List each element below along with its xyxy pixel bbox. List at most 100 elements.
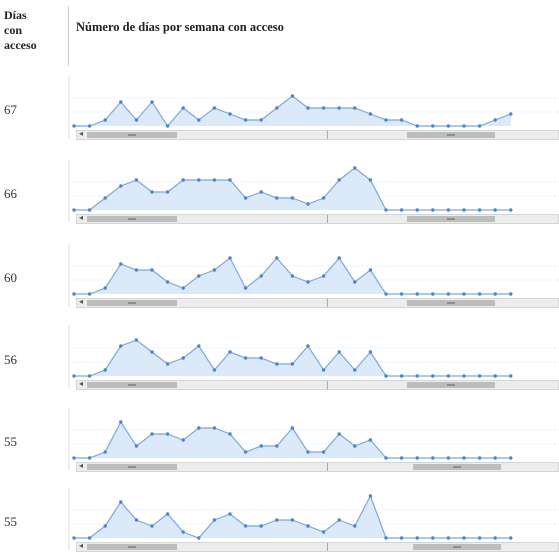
data-point-week-10: [212, 106, 217, 110]
data-point-week-13: [259, 118, 263, 122]
data-point-week-6: [150, 100, 154, 104]
data-point-week-15: [290, 362, 295, 366]
chart-column-title: Número de días por semana con acceso: [76, 20, 284, 34]
scrollbar-divider: [327, 131, 328, 139]
data-point-week-11: [228, 432, 232, 436]
data-point-week-11: [228, 178, 232, 182]
data-point-week-6: [150, 524, 154, 528]
data-point-week-11: [228, 256, 232, 260]
data-point-week-14: [275, 362, 279, 366]
grip-icon: [453, 466, 461, 468]
data-point-week-5: [134, 118, 139, 122]
data-point-week-27: [477, 536, 482, 540]
scroll-left-icon[interactable]: ◂: [79, 213, 84, 222]
scrollbar-thumb[interactable]: [407, 382, 495, 388]
data-point-week-17: [321, 368, 326, 372]
horizontal-scrollbar[interactable]: ◂: [76, 213, 559, 224]
data-point-week-17: [321, 530, 326, 534]
data-point-week-8: [181, 106, 185, 110]
row-label: 56: [4, 352, 17, 367]
grip-icon: [128, 302, 136, 304]
scrollbar-divider: [327, 299, 328, 307]
data-point-week-3: [103, 524, 107, 528]
scrollbar-thumb[interactable]: [87, 132, 177, 138]
horizontal-scrollbar[interactable]: ◂: [76, 379, 559, 390]
scroll-left-icon[interactable]: ◂: [79, 379, 84, 388]
data-point-week-14: [275, 444, 279, 448]
data-point-week-7: [165, 124, 170, 128]
data-point-week-9: [197, 178, 201, 182]
scrollbar-thumb[interactable]: [87, 216, 177, 222]
data-point-week-16: [306, 344, 310, 348]
scrollbar-thumb[interactable]: [87, 300, 177, 306]
scrollbar-thumb[interactable]: [407, 300, 495, 306]
sparkline-panel: ◂: [68, 76, 559, 146]
data-point-week-16: [306, 524, 310, 528]
scroll-left-icon[interactable]: ◂: [79, 129, 84, 138]
data-point-week-17: [321, 106, 326, 110]
scroll-left-icon[interactable]: ◂: [79, 297, 84, 306]
scrollbar-divider: [327, 381, 328, 389]
sparkline-chart: [68, 408, 559, 470]
data-point-week-13: [259, 356, 263, 360]
horizontal-scrollbar[interactable]: ◂: [76, 297, 559, 308]
data-point-week-18: [337, 178, 341, 182]
data-point-week-18: [337, 432, 341, 436]
data-point-week-5: [134, 444, 139, 448]
data-point-week-6: [150, 268, 154, 272]
scrollbar-thumb[interactable]: [407, 132, 495, 138]
data-point-week-25: [446, 456, 451, 460]
scrollbar-divider: [327, 543, 328, 551]
data-point-week-26: [462, 456, 466, 460]
data-point-week-27: [477, 374, 482, 378]
data-point-week-16: [306, 450, 310, 454]
data-point-week-23: [415, 208, 419, 212]
data-point-week-17: [321, 196, 326, 200]
data-point-week-2: [87, 124, 92, 128]
scrollbar-thumb[interactable]: [87, 544, 177, 550]
data-point-week-12: [243, 524, 248, 528]
data-point-week-25: [446, 208, 451, 212]
scrollbar-thumb[interactable]: [413, 464, 501, 470]
data-point-week-23: [415, 292, 419, 296]
data-point-week-3: [103, 118, 107, 122]
horizontal-scrollbar[interactable]: ◂: [76, 541, 559, 552]
data-point-week-8: [181, 438, 185, 442]
sparkline-chart: [68, 160, 559, 222]
data-point-week-11: [228, 350, 232, 354]
data-point-week-4: [119, 100, 123, 104]
data-point-week-14: [275, 196, 279, 200]
grip-icon: [447, 384, 455, 386]
data-point-week-25: [446, 292, 451, 296]
data-point-week-9: [197, 344, 201, 348]
data-point-week-24: [431, 208, 435, 212]
data-point-week-3: [103, 450, 107, 454]
data-point-week-4: [119, 500, 123, 504]
horizontal-scrollbar[interactable]: ◂: [76, 461, 559, 472]
scroll-left-icon[interactable]: ◂: [79, 461, 84, 470]
sparkline-panel: ◂: [68, 244, 559, 314]
data-point-week-9: [197, 118, 201, 122]
data-point-week-21: [384, 374, 388, 378]
scroll-left-icon[interactable]: ◂: [79, 541, 84, 550]
sparkline-chart: [68, 76, 559, 138]
data-point-week-21: [384, 536, 388, 540]
grip-icon: [453, 546, 461, 548]
data-point-week-10: [212, 268, 217, 272]
data-point-week-20: [368, 494, 373, 498]
data-point-week-1: [72, 456, 76, 460]
data-point-week-29: [509, 208, 513, 212]
scrollbar-thumb[interactable]: [413, 544, 501, 550]
data-point-week-29: [509, 112, 513, 116]
data-point-week-27: [477, 208, 482, 212]
data-point-week-18: [337, 350, 341, 354]
scrollbar-thumb[interactable]: [87, 464, 177, 470]
scrollbar-thumb[interactable]: [87, 382, 177, 388]
area-fill: [74, 168, 511, 210]
data-point-week-6: [150, 350, 154, 354]
data-point-week-19: [353, 280, 357, 284]
horizontal-scrollbar[interactable]: ◂: [76, 129, 559, 140]
data-point-week-22: [399, 118, 404, 122]
data-point-week-14: [275, 518, 279, 522]
scrollbar-thumb[interactable]: [407, 216, 495, 222]
